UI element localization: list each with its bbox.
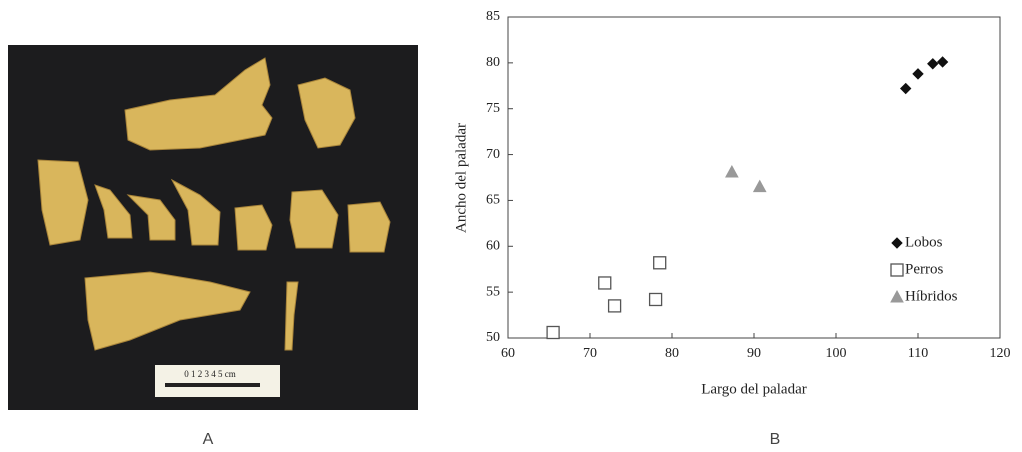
data-point: [726, 166, 738, 177]
x-tick-label: 80: [665, 346, 679, 361]
data-point: [754, 181, 766, 192]
data-point: [609, 300, 621, 312]
x-tick-label: 110: [908, 346, 928, 361]
data-point: [928, 59, 938, 69]
legend-label: Perros: [905, 261, 943, 277]
y-tick-label: 50: [486, 330, 500, 345]
scale-bar-ruler: [165, 383, 260, 387]
data-point: [654, 257, 666, 269]
data-point: [901, 84, 911, 94]
y-tick-label: 65: [486, 193, 500, 208]
legend-label: Lobos: [905, 234, 943, 250]
scale-label: 0 1 2 3 4 5 cm: [184, 369, 236, 379]
y-tick-label: 80: [486, 55, 500, 70]
panel-label: A: [203, 431, 214, 448]
photo: 0 1 2 3 4 5 cm: [8, 45, 418, 410]
x-tick-label: 120: [990, 346, 1011, 361]
y-tick-label: 60: [486, 239, 500, 254]
panel-label: B: [770, 431, 781, 448]
scatter-plot: Largo del paladar Ancho del paladar 60 70…: [453, 9, 1010, 397]
legend-marker: [891, 291, 903, 302]
y-tick-label: 85: [486, 9, 500, 24]
legend-marker: [891, 264, 903, 276]
legend-label: Híbridos: [905, 288, 958, 304]
y-tick-label: 55: [486, 284, 500, 299]
data-point: [938, 57, 948, 67]
data-point: [913, 69, 923, 79]
data-point: [599, 277, 611, 289]
x-tick-label: 100: [826, 346, 847, 361]
vertebra: [348, 202, 390, 252]
y-tick-label: 70: [486, 147, 500, 162]
x-tick-label: 60: [501, 346, 515, 361]
y-axis-label: Ancho del paladar: [453, 123, 469, 233]
x-tick-label: 90: [747, 346, 761, 361]
x-tick-label: 70: [583, 346, 597, 361]
legend-marker: [892, 238, 902, 248]
x-axis-label: Largo del paladar: [701, 381, 807, 397]
data-point: [547, 326, 559, 338]
data-point: [650, 293, 662, 305]
figure: 0 1 2 3 4 5 cm A B Largo del paladar Anc…: [0, 0, 1022, 452]
y-tick-label: 75: [486, 101, 500, 116]
